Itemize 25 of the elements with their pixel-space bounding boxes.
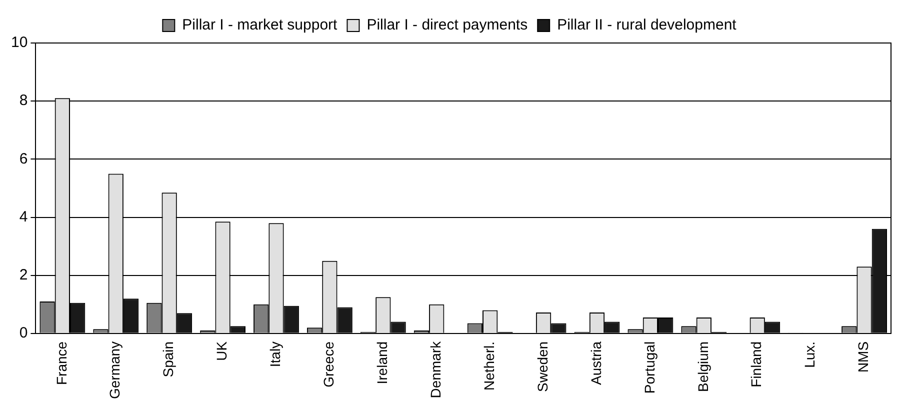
x-tick-label: Spain	[160, 341, 176, 378]
legend-label: Pillar I - direct payments	[366, 16, 528, 34]
x-tick-label: Greece	[320, 341, 337, 388]
y-tick-label: 2	[19, 266, 28, 284]
legend-label: Pillar II - rural development	[557, 16, 738, 34]
x-tick-label: Belgium	[694, 341, 711, 392]
x-tick-label: Austria	[588, 341, 604, 386]
legend-label: Pillar I - market support	[182, 16, 338, 34]
y-tick-label: 4	[19, 208, 28, 226]
y-tick-label: 8	[19, 92, 28, 110]
x-tick-label: UK	[214, 340, 230, 361]
x-tick-label: Denmark	[427, 340, 444, 398]
x-tick-label: Ireland	[374, 341, 390, 384]
x-tick-label: Netherl.	[480, 341, 497, 390]
x-tick-label: France	[53, 341, 70, 386]
x-tick-label: Finland	[748, 341, 764, 388]
x-tick-label: Lux.	[802, 341, 818, 368]
x-tick-label: Sweden	[534, 341, 550, 392]
x-tick-label: Italy	[267, 341, 284, 368]
y-tick-label: 6	[19, 150, 28, 168]
y-tick-label: 10	[10, 34, 28, 52]
x-tick-label: NMS	[855, 341, 872, 373]
x-tick-label: Germany	[106, 341, 123, 400]
x-tick-label: Portugal	[641, 341, 658, 394]
y-tick-label: 0	[19, 324, 28, 342]
